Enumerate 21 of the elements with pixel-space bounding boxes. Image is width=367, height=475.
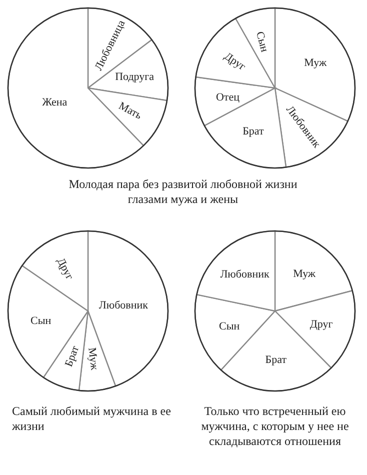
slice-label: Муж xyxy=(304,56,327,69)
slice-label: Жена xyxy=(42,96,68,108)
slice-label: Муж xyxy=(293,268,316,280)
slice-label: Брат xyxy=(265,354,287,366)
slice-label: Брат xyxy=(62,344,82,368)
slice-label: Отец xyxy=(216,91,240,104)
slice-label: Друг xyxy=(54,256,76,282)
slice-label: Мать xyxy=(116,100,144,122)
slice-label: Любовник xyxy=(220,268,270,281)
text: Только что встреченный ею мужчина, с которым у нее не складываются отношения xyxy=(201,404,349,448)
slice-label: Сын xyxy=(254,30,270,54)
text: Молодая пара без развитой любовной жизни глазами мужа и жены xyxy=(68,177,298,206)
slice-label: Брат xyxy=(242,126,264,138)
slice-label: Друг xyxy=(222,50,248,74)
slice-label: Друг xyxy=(310,318,334,331)
slice-label: Муж xyxy=(86,346,100,372)
text: Самый любимый мужчина в ее жизни xyxy=(11,404,171,433)
slice-label: Сын xyxy=(30,314,52,327)
slice-label: Подруга xyxy=(115,71,154,84)
slice-label: Сын xyxy=(218,320,240,333)
slice-label: Любовник xyxy=(98,300,149,312)
